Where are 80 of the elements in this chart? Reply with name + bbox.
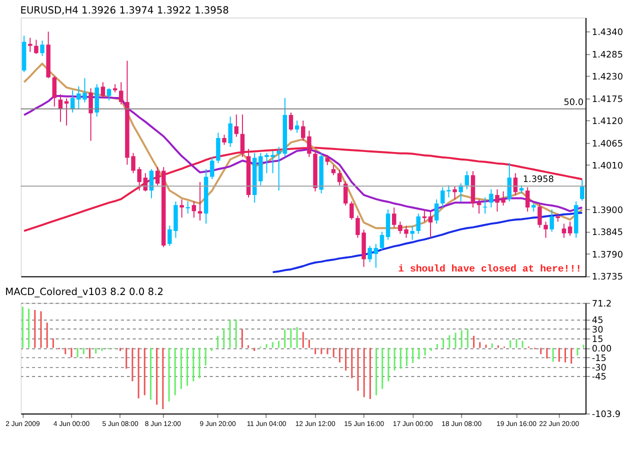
candlestick	[155, 166, 160, 186]
candlestick	[374, 243, 378, 268]
candlestick	[580, 179, 584, 202]
candlestick	[416, 213, 421, 234]
candlestick	[52, 76, 57, 107]
ref-line-label: 1.3958	[522, 175, 554, 186]
candlestick	[331, 164, 336, 176]
candlestick	[343, 180, 348, 206]
y-tick-label: 1.3790	[592, 250, 624, 260]
candlestick	[34, 39, 38, 54]
candlestick	[294, 120, 300, 134]
candlestick	[550, 209, 554, 232]
candlestick	[100, 82, 106, 99]
candlestick	[368, 245, 372, 263]
chart-title: EURUSD,H4 1.3926 1.3974 1.3922 1.3958	[20, 6, 229, 17]
y-tick-label: 71.2	[592, 299, 612, 310]
candlestick	[149, 168, 154, 199]
candlestick	[234, 114, 239, 138]
candlestick	[180, 198, 184, 218]
candlestick	[380, 231, 384, 250]
annotation: 50.0	[564, 98, 584, 108]
candlestick	[410, 225, 414, 240]
chart-title: MACD_Colored_v103 8.2 0.0 8.2	[5, 286, 164, 298]
candlestick	[198, 182, 202, 221]
candlestick	[434, 198, 439, 224]
candlestick	[186, 200, 190, 214]
y-tick-label: 0.00	[592, 344, 612, 354]
candlestick	[428, 211, 433, 238]
candlestick	[489, 188, 494, 208]
candlestick	[325, 154, 330, 166]
y-tick-label: 1.4065	[592, 139, 623, 150]
y-tick-label: 1.4230	[592, 72, 624, 83]
candlestick	[392, 207, 396, 228]
candlestick	[276, 146, 281, 192]
candlestick	[192, 200, 196, 218]
candlestick	[452, 186, 457, 200]
candlestick	[386, 209, 390, 240]
candlestick	[525, 186, 530, 212]
candlestick	[216, 132, 220, 164]
candlestick	[58, 94, 63, 122]
candlestick	[106, 88, 112, 101]
y-tick-label: -45	[592, 372, 606, 383]
candlestick	[300, 120, 306, 142]
candlestick	[562, 223, 566, 238]
candlestick	[507, 162, 512, 202]
candlestick	[538, 202, 542, 228]
candlestick	[350, 200, 354, 220]
y-tick-label: 15	[592, 334, 604, 345]
candlestick	[210, 156, 214, 180]
y-tick-label: 1.4010	[592, 162, 624, 172]
candlestick	[482, 196, 488, 214]
y-tick-label: -30	[592, 363, 607, 374]
y-tick-label: 1.3735	[592, 272, 623, 283]
candlestick	[288, 112, 294, 132]
candlestick	[70, 90, 75, 114]
candlestick	[64, 98, 69, 126]
candlestick	[240, 114, 245, 158]
annotation: i should have closed at here!!!	[398, 263, 582, 274]
candlestick	[464, 170, 470, 190]
candlestick	[119, 82, 124, 105]
y-tick-label: 1.4340	[592, 28, 624, 38]
candlestick	[40, 40, 44, 56]
candlestick	[544, 221, 548, 238]
candlestick	[337, 169, 342, 186]
y-tick-label: 30	[592, 325, 604, 336]
candlestick	[28, 37, 32, 52]
y-tick-label: 1.4120	[592, 117, 624, 128]
candlestick	[476, 198, 482, 214]
y-tick-label: 1.4175	[592, 94, 623, 105]
y-tick-label: 1.3845	[592, 228, 623, 238]
candlestick	[228, 116, 232, 148]
candlestick	[568, 221, 572, 236]
candlestick	[88, 88, 93, 142]
candlestick	[307, 130, 312, 158]
y-tick-label: -15	[592, 354, 606, 364]
y-tick-label: -103.9	[592, 410, 621, 420]
candlestick	[222, 134, 226, 146]
y-tick-label: 1.3900	[592, 206, 624, 216]
y-tick-label: 1.4285	[592, 50, 623, 60]
y-tick-label: 45	[592, 316, 604, 326]
